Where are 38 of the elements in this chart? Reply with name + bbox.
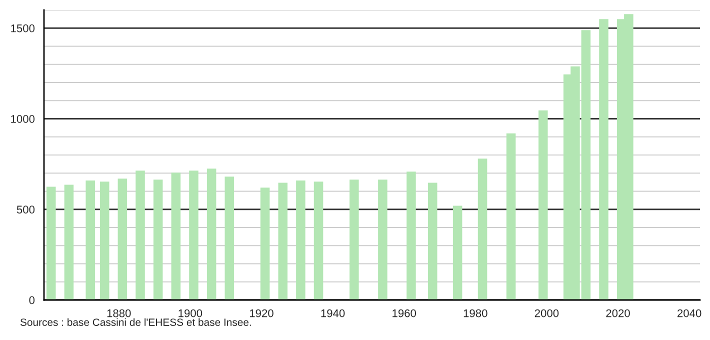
bar (206, 168, 216, 300)
x-tick-label: 2040 (678, 309, 702, 318)
x-tick-label: 1960 (392, 309, 416, 318)
bar (378, 180, 388, 300)
bar (538, 110, 548, 300)
bar (506, 133, 516, 300)
bar (153, 180, 163, 300)
bar (428, 182, 438, 300)
y-tick-label: 1000 (11, 115, 35, 123)
source-note: Sources : base Cassini de l'EHESS et base Insee. (20, 318, 251, 326)
bar (171, 172, 181, 300)
bar (599, 19, 608, 300)
x-tick-label: 1900 (178, 309, 202, 318)
x-tick-label: 1940 (321, 309, 345, 318)
bar (118, 178, 128, 300)
bar (296, 180, 306, 300)
bar (478, 158, 488, 300)
bar (136, 170, 145, 300)
x-tick-label: 1880 (107, 309, 131, 318)
bar (350, 180, 359, 300)
bar (86, 180, 95, 300)
bar (314, 182, 324, 300)
bar (406, 172, 416, 300)
bar (64, 184, 74, 300)
y-tick-label: 0 (29, 296, 35, 304)
bar (452, 206, 462, 300)
y-tick-label: 500 (16, 206, 35, 214)
x-tick-label: 1920 (250, 309, 274, 318)
y-tick-label: 1500 (11, 24, 35, 32)
bar (189, 170, 198, 300)
bar (260, 188, 270, 300)
x-tick-label: 2000 (534, 309, 559, 318)
bar (278, 182, 288, 300)
x-tick-label: 2020 (606, 309, 630, 318)
bar (46, 186, 56, 300)
x-tick-label: 1980 (464, 309, 488, 318)
bar (224, 176, 234, 300)
bar (100, 182, 110, 300)
